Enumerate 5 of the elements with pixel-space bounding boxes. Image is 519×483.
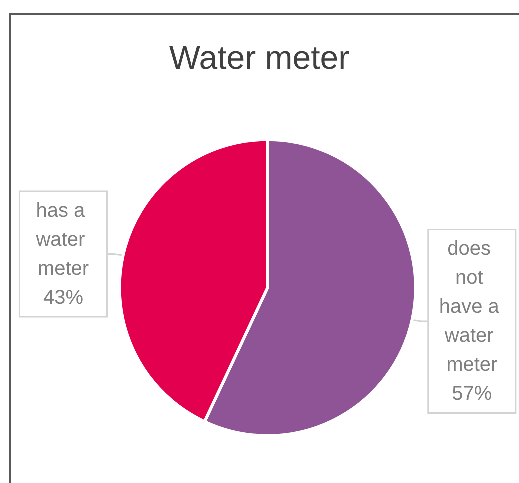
data-label: 43%	[43, 286, 84, 309]
data-label: 57%	[452, 382, 492, 405]
chart-title: Water meter	[169, 39, 350, 76]
slice-label: does not have a water meter	[439, 238, 505, 376]
slice-label: has a water meter	[35, 200, 91, 280]
